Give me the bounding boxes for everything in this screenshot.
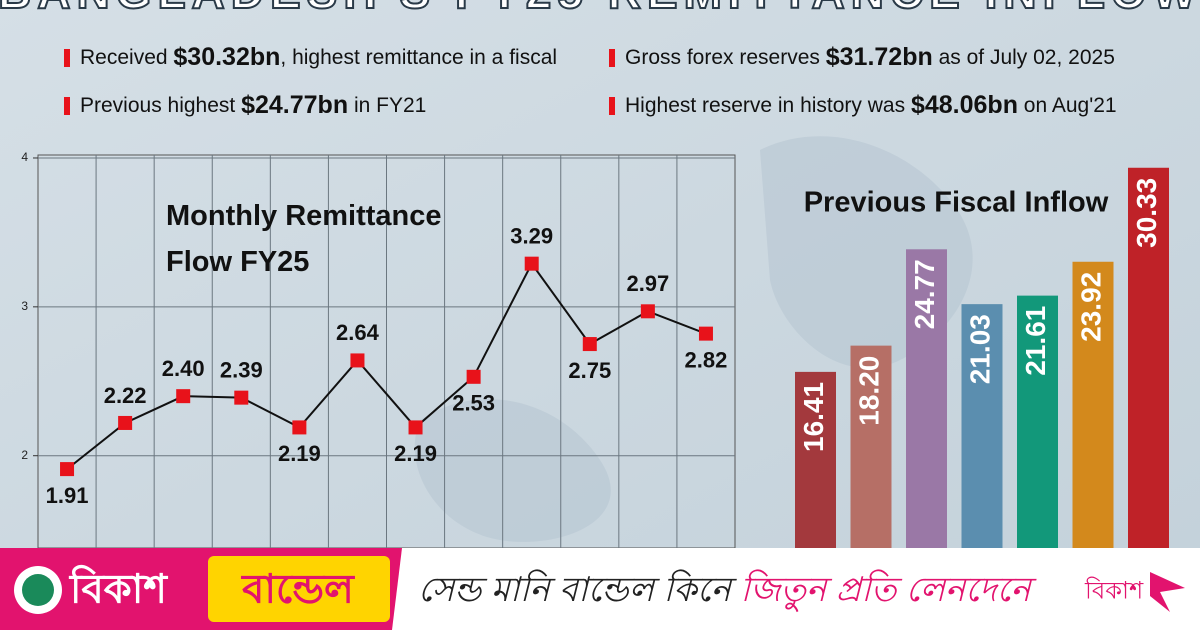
value-label: 21.61 bbox=[1020, 306, 1051, 376]
bullet-highlight: $31.72bn bbox=[826, 43, 933, 71]
banner-text-main: সেন্ড মানি বান্ডেল কিনে bbox=[418, 569, 740, 609]
bar-chart-title: Previous Fiscal Inflow bbox=[804, 187, 1109, 219]
bullet-text: Previous highest $24.77bn in FY21 bbox=[80, 91, 426, 119]
marker bbox=[234, 390, 249, 405]
bullet-marker bbox=[609, 49, 615, 67]
value-label: 24.77 bbox=[909, 259, 940, 329]
bullet-text: Received $30.32bn, highest remittance in… bbox=[80, 43, 557, 71]
value-label: 2.82 bbox=[685, 347, 728, 372]
banner-yellow bbox=[208, 556, 390, 622]
value-label: 2.19 bbox=[394, 441, 437, 466]
value-label: 30.33 bbox=[1131, 178, 1162, 248]
value-label: 2.53 bbox=[452, 391, 495, 416]
marker bbox=[582, 337, 597, 352]
bar bbox=[850, 345, 892, 548]
bullet-text: Highest reserve in history was $48.06bn … bbox=[625, 91, 1117, 119]
bullet-before: Received bbox=[80, 46, 173, 69]
banner-product: বান্ডেল bbox=[240, 568, 355, 612]
marker bbox=[466, 369, 481, 384]
value-label: 23.92 bbox=[1075, 272, 1106, 342]
value-label: 2.19 bbox=[278, 441, 321, 466]
value-label: 3.29 bbox=[510, 223, 553, 248]
bullet-before: Highest reserve in history was bbox=[625, 94, 911, 117]
value-label: 2.64 bbox=[336, 320, 380, 345]
bullet-after: in FY21 bbox=[348, 94, 426, 117]
banner-logo: বিকাশ bbox=[1084, 576, 1144, 604]
bar bbox=[906, 249, 947, 549]
bullet-after: on Aug'21 bbox=[1018, 94, 1117, 117]
page-title: BANGLADESH'S FY25 REMITTANCE INFLOW bbox=[0, 0, 1200, 18]
marker bbox=[524, 256, 539, 271]
value-label: 18.20 bbox=[853, 356, 884, 426]
logo-bird bbox=[1150, 572, 1185, 612]
bar bbox=[795, 371, 836, 548]
bullet-marker bbox=[64, 49, 70, 67]
value-label: 2.22 bbox=[104, 383, 147, 408]
y-tick-label: 2 bbox=[21, 448, 28, 462]
value-label: 2.40 bbox=[162, 356, 205, 381]
bullet-highlight: $48.06bn bbox=[911, 91, 1018, 119]
banner-text-highlight: জিতুন প্রতি লেনদেনে bbox=[740, 569, 1037, 612]
bar bbox=[961, 304, 1003, 548]
bar bbox=[1128, 167, 1169, 548]
line bbox=[66, 261, 707, 470]
value-label: 21.03 bbox=[964, 314, 995, 384]
bullet-highlight: $30.32bn bbox=[173, 43, 280, 71]
value-label: 2.97 bbox=[626, 271, 669, 296]
line-chart-title: Monthly Remittance Flow FY25 bbox=[166, 200, 442, 278]
value-label: 16.41 bbox=[798, 382, 829, 452]
bullet-marker bbox=[64, 97, 70, 115]
bullet-text: Gross forex reserves $31.72bn as of July… bbox=[625, 43, 1115, 71]
value-label: 1.91 bbox=[46, 483, 89, 508]
bullet-after: as of July 02, 2025 bbox=[933, 46, 1115, 69]
bullet-marker bbox=[609, 97, 615, 115]
bullet-before: Previous highest bbox=[80, 94, 241, 117]
banner-brand: বিকাশ bbox=[68, 565, 168, 612]
value-label: 2.39 bbox=[220, 357, 263, 382]
map-shape bbox=[414, 399, 611, 542]
y-tick-label: 3 bbox=[21, 299, 28, 313]
marker bbox=[176, 389, 191, 404]
marker bbox=[118, 415, 133, 430]
bullet-highlight: $24.77bn bbox=[241, 91, 348, 119]
marker bbox=[408, 420, 423, 435]
bar bbox=[1072, 261, 1114, 548]
marker bbox=[60, 462, 75, 477]
banner-icon bbox=[22, 574, 54, 606]
marker bbox=[292, 420, 307, 435]
marker bbox=[350, 353, 365, 368]
marker bbox=[640, 304, 655, 319]
bar bbox=[1017, 295, 1058, 548]
bullet-before: Gross forex reserves bbox=[625, 46, 826, 69]
value-label: 2.75 bbox=[568, 358, 611, 383]
y-tick-label: 4 bbox=[21, 150, 28, 164]
banner-text: সেন্ড মানি বান্ডেল কিনে জিতুন প্রতি লেনদ… bbox=[418, 569, 1037, 612]
bullet-after: , highest remittance in a fiscal bbox=[280, 46, 557, 69]
marker bbox=[698, 326, 713, 341]
